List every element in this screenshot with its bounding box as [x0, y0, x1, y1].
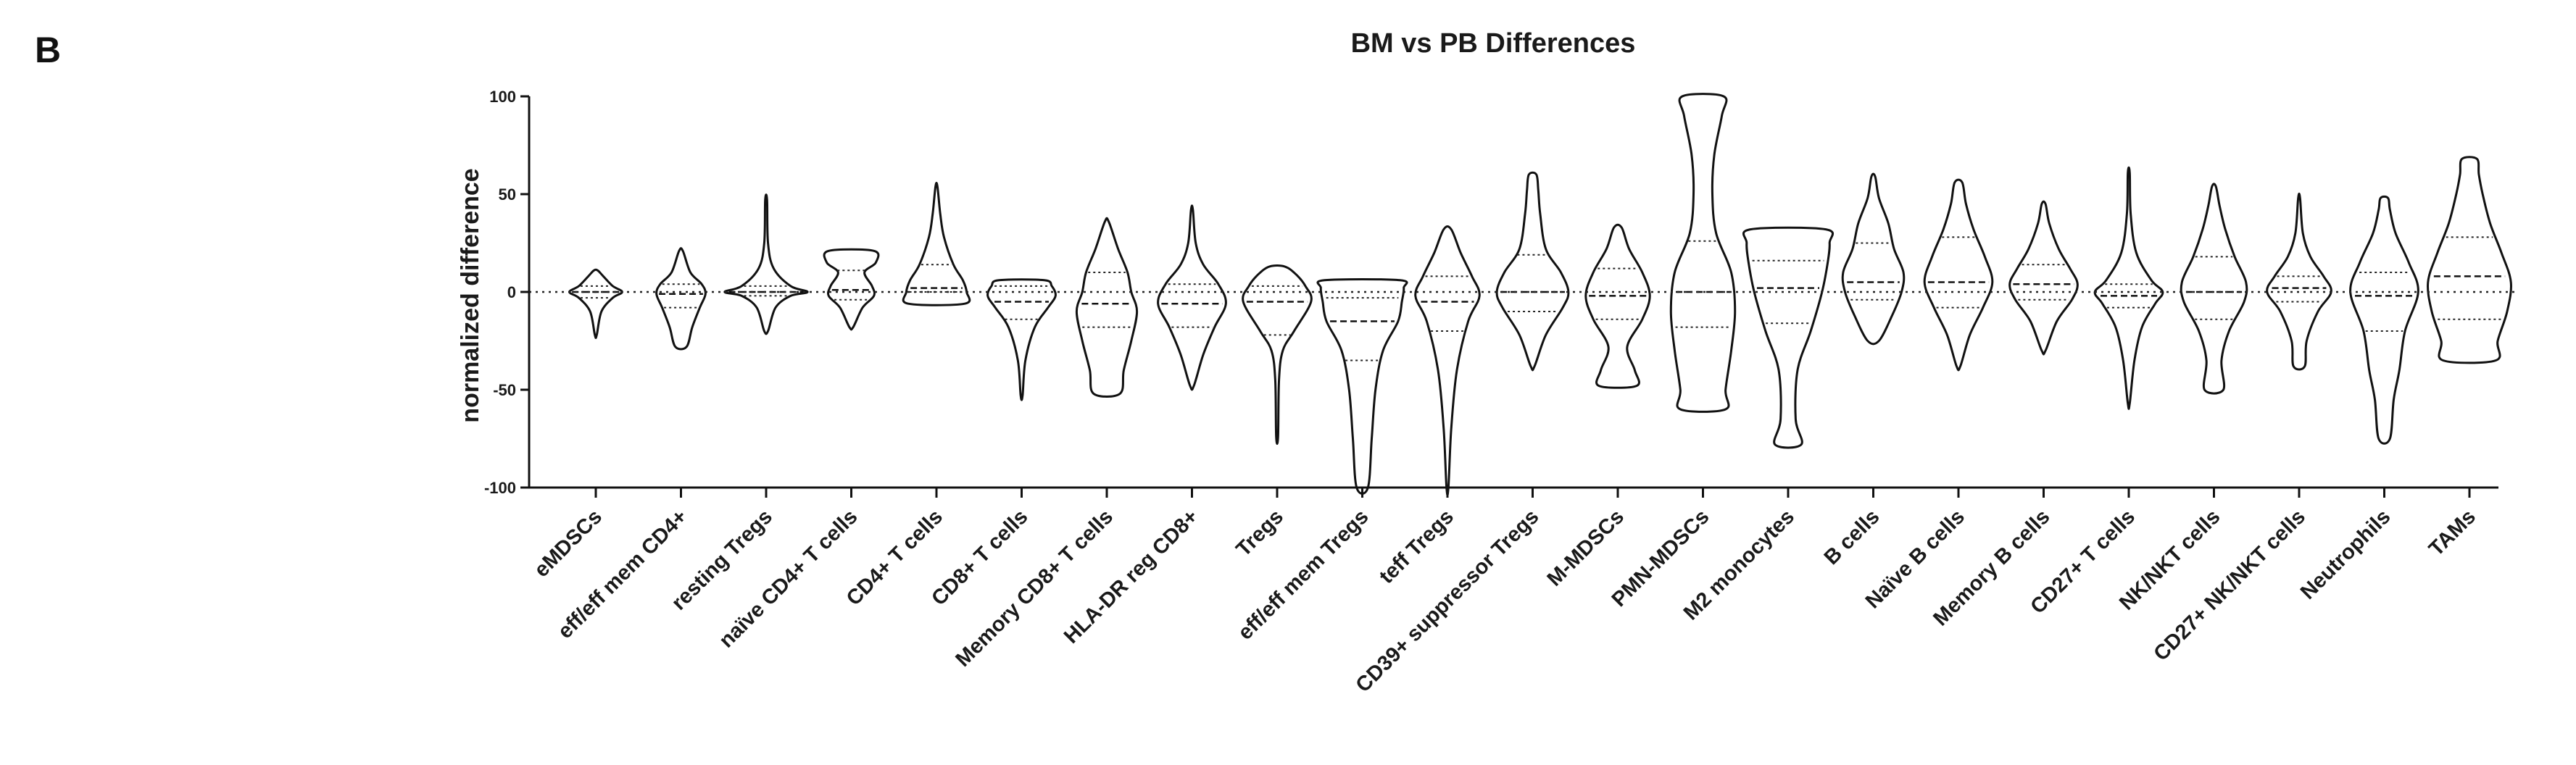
violin-body [2093, 166, 2164, 410]
x-tick-label: B cells [1820, 505, 1885, 569]
x-tick-label: CD39+ suppressor Tregs [1352, 505, 1544, 697]
violin-body [823, 248, 880, 331]
violin-group [568, 93, 2512, 496]
violin-body [1669, 93, 1737, 413]
violin-body [2349, 195, 2419, 445]
violin-body [1495, 171, 1570, 372]
y-tick-label: -50 [493, 381, 516, 399]
y-axis-label: normalized difference [457, 168, 484, 422]
y-tick-label: 0 [507, 283, 516, 301]
violin-body [1316, 277, 1408, 495]
chart-title: BM vs PB Differences [1351, 28, 1636, 59]
violin-body [723, 193, 809, 335]
x-tick-label: eMDSCs [530, 505, 607, 582]
violin-body [902, 181, 971, 306]
violin-body [2266, 192, 2332, 371]
violin-body [2180, 183, 2248, 395]
y-tick-label: 50 [499, 185, 516, 204]
violin-body [1157, 204, 1227, 391]
x-tick-label: TAMs [2425, 505, 2480, 561]
violin-body [568, 268, 623, 339]
violin-body [986, 278, 1057, 401]
y-tick-label: -100 [484, 479, 516, 497]
violin-body [2427, 156, 2512, 364]
x-tick-label: CD27+ NK/NKT cells [2149, 505, 2310, 666]
x-tick-label: Memory CD8+ T cells [951, 505, 1117, 671]
violin-body [1584, 223, 1651, 389]
panel-letter: B [35, 30, 62, 70]
violin-body [1841, 172, 1906, 346]
x-tick-label: teff Tregs [1375, 505, 1458, 588]
violin-body [1742, 226, 1835, 449]
x-tick-label: M-MDSCs [1543, 505, 1629, 590]
x-tick-label: Neutrophils [2296, 505, 2396, 604]
violin-body [2008, 200, 2079, 356]
violin-body [1075, 217, 1139, 398]
violin-body [1414, 225, 1481, 496]
violin-body [1923, 178, 1994, 372]
x-tick-label: Tregs [1232, 505, 1288, 561]
violin-body [1242, 264, 1313, 446]
y-tick-label: 100 [489, 88, 516, 106]
x-tick-label: naïve CD4+ T cells [715, 505, 862, 652]
violin-body [655, 247, 707, 351]
